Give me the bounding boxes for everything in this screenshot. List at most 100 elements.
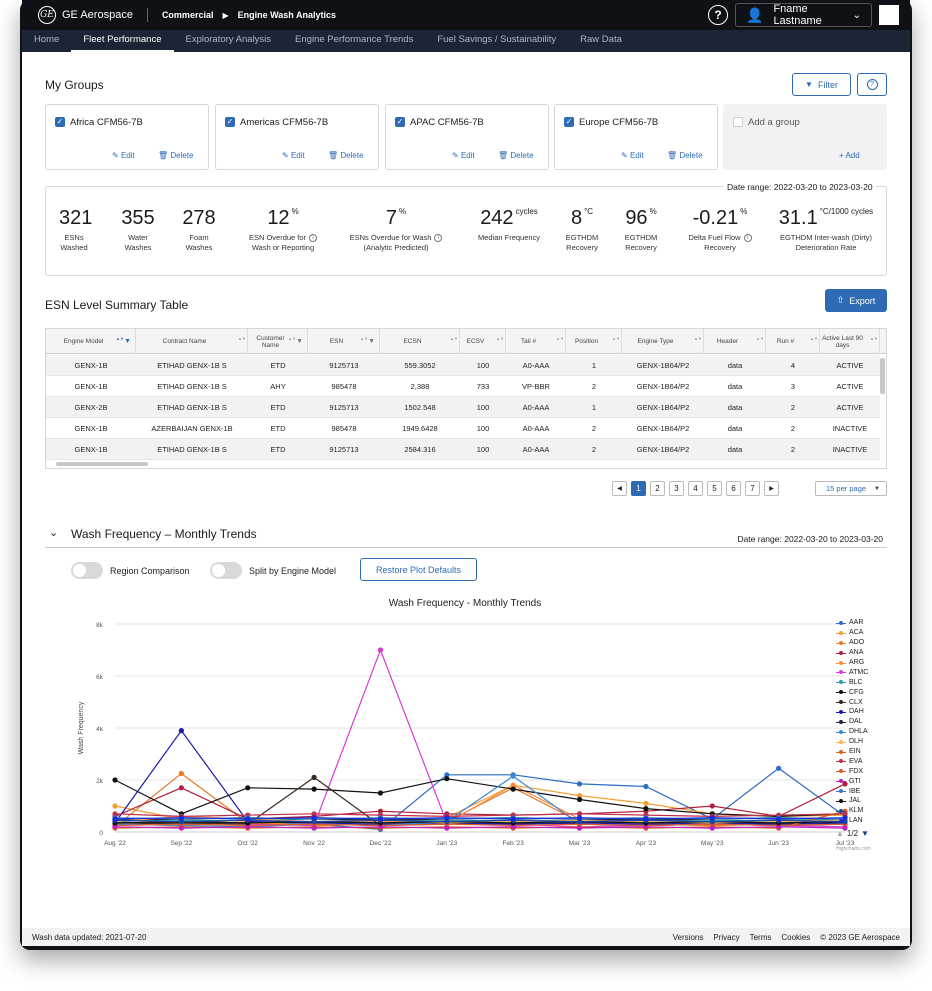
footer-link-terms[interactable]: Terms: [749, 932, 772, 942]
data-point[interactable]: [311, 825, 317, 831]
add-group-button[interactable]: + Add: [839, 151, 860, 160]
column-header[interactable]: Customer Name ▼ ▲▼: [248, 329, 308, 354]
per-page-select[interactable]: 15 per page ▼: [815, 481, 887, 496]
legend-item[interactable]: GTI: [836, 776, 876, 786]
data-point[interactable]: [510, 782, 516, 788]
data-point[interactable]: [377, 790, 384, 796]
data-point[interactable]: [112, 816, 118, 822]
data-point[interactable]: [576, 796, 583, 803]
table-row[interactable]: GENX-1B ETIHAD GENX-1B S ETD 9125713 559.305…: [46, 355, 880, 376]
page-button[interactable]: 3: [669, 481, 684, 496]
page-button[interactable]: 1: [631, 481, 646, 496]
horizontal-scrollbar[interactable]: [56, 462, 148, 466]
data-point[interactable]: [444, 776, 450, 782]
data-point[interactable]: [178, 825, 184, 831]
data-point[interactable]: [444, 819, 450, 825]
sort-icon[interactable]: ▲▼: [288, 336, 296, 341]
column-header[interactable]: Engine Type ▲▼: [622, 329, 704, 354]
data-point[interactable]: [245, 785, 251, 791]
data-point[interactable]: [643, 783, 649, 790]
data-point[interactable]: [842, 825, 848, 831]
tab-raw-data[interactable]: Raw Data: [580, 34, 622, 45]
data-point[interactable]: [510, 824, 516, 830]
data-point[interactable]: [178, 785, 184, 791]
data-point[interactable]: [576, 819, 583, 825]
wash-section-header[interactable]: ⌄ Wash Frequency – Monthly Trends Date r…: [45, 524, 887, 548]
column-header[interactable]: Tail # ▲▼: [506, 329, 566, 354]
page-button[interactable]: 2: [650, 481, 665, 496]
delete-button[interactable]: 🗑 Delete: [328, 151, 364, 160]
column-header[interactable]: Position ▲▼: [566, 329, 622, 354]
tab-fleet-performance[interactable]: Fleet Performance: [71, 30, 174, 52]
region-comparison-toggle[interactable]: [71, 562, 103, 579]
data-point[interactable]: [311, 774, 317, 780]
sort-icon[interactable]: ▲▼: [116, 336, 124, 341]
data-point[interactable]: [377, 647, 384, 653]
legend-item[interactable]: DAH: [836, 707, 876, 717]
app-switcher-button[interactable]: [879, 5, 899, 25]
data-point[interactable]: [576, 825, 583, 831]
series-lan[interactable]: [112, 815, 848, 822]
group-checkbox[interactable]: ✓: [564, 117, 574, 127]
legend-item[interactable]: EVA: [836, 756, 876, 766]
page-button[interactable]: 7: [745, 481, 760, 496]
legend-item[interactable]: ARG: [836, 658, 876, 668]
vertical-scrollbar[interactable]: [880, 358, 885, 394]
add-group-card[interactable]: Add a group + Add: [723, 104, 887, 170]
data-point[interactable]: [178, 819, 184, 825]
filter-icon[interactable]: ▼: [124, 338, 131, 345]
footer-link-cookies[interactable]: Cookies: [781, 932, 811, 942]
data-point[interactable]: [510, 773, 516, 779]
legend-item[interactable]: EIN: [836, 747, 876, 757]
data-point[interactable]: [178, 815, 184, 821]
data-point[interactable]: [178, 770, 184, 777]
legend-item[interactable]: KLM: [836, 806, 876, 816]
table-row[interactable]: GENX-1B AZERBAIJAN GENX-1B ETD 985478 1949.6…: [46, 418, 880, 439]
filter-button[interactable]: ▼ Filter: [792, 73, 851, 96]
data-point[interactable]: [709, 819, 715, 825]
data-point[interactable]: [709, 803, 715, 809]
group-card[interactable]: ✓ APAC CFM56-7B ✎ Edit 🗑 Delete: [385, 104, 549, 170]
data-point[interactable]: [709, 825, 715, 831]
data-point[interactable]: [311, 819, 317, 825]
table-row[interactable]: GENX-1B ETIHAD GENX-1B S ETD 9125713 2584.31…: [46, 439, 880, 460]
next-page-button[interactable]: ▶: [764, 481, 779, 496]
info-icon[interactable]: i: [309, 234, 318, 243]
prev-page-button[interactable]: ◀: [612, 481, 627, 496]
legend-item[interactable]: ADO: [836, 638, 876, 648]
sort-icon[interactable]: ▲▼: [694, 336, 702, 341]
sort-icon[interactable]: ▲▼: [238, 336, 246, 341]
data-point[interactable]: [643, 800, 649, 806]
edit-button[interactable]: ✎ Edit: [112, 151, 135, 160]
data-point[interactable]: [510, 816, 516, 822]
legend-prev-icon[interactable]: ▲: [836, 829, 844, 838]
legend-item[interactable]: FDX: [836, 766, 876, 776]
column-header[interactable]: Run # ▲▼: [766, 329, 820, 354]
data-point[interactable]: [245, 824, 251, 830]
data-point[interactable]: [444, 815, 450, 821]
legend-item[interactable]: CFG: [836, 687, 876, 697]
chevron-down-icon[interactable]: ⌄: [49, 527, 59, 539]
delete-button[interactable]: 🗑 Delete: [158, 151, 194, 160]
column-header[interactable]: Header ▲▼: [704, 329, 766, 354]
data-point[interactable]: [112, 824, 118, 830]
page-button[interactable]: 5: [707, 481, 722, 496]
sort-icon[interactable]: ▲▼: [450, 336, 458, 341]
column-header[interactable]: Active Last 90 days ▲▼: [820, 329, 880, 354]
sort-icon[interactable]: ▲▼: [556, 336, 564, 341]
data-point[interactable]: [311, 786, 317, 792]
data-point[interactable]: [245, 816, 251, 822]
group-checkbox[interactable]: ✓: [395, 117, 405, 127]
split-by-engine-toggle[interactable]: [210, 562, 242, 579]
column-header[interactable]: Contract Name ▲▼: [136, 329, 248, 354]
column-header[interactable]: ECSN ▲▼: [380, 329, 460, 354]
sort-icon[interactable]: ▲▼: [810, 336, 818, 341]
sort-icon[interactable]: ▲▼: [496, 336, 504, 341]
tab-fuel-savings[interactable]: Fuel Savings / Sustainability: [437, 34, 557, 45]
data-point[interactable]: [842, 815, 848, 821]
group-checkbox[interactable]: ✓: [55, 117, 65, 127]
data-point[interactable]: [643, 806, 649, 812]
breadcrumb-engine-wash[interactable]: Engine Wash Analytics: [237, 10, 336, 20]
data-point[interactable]: [576, 793, 583, 799]
groups-help-button[interactable]: ?: [857, 73, 887, 96]
